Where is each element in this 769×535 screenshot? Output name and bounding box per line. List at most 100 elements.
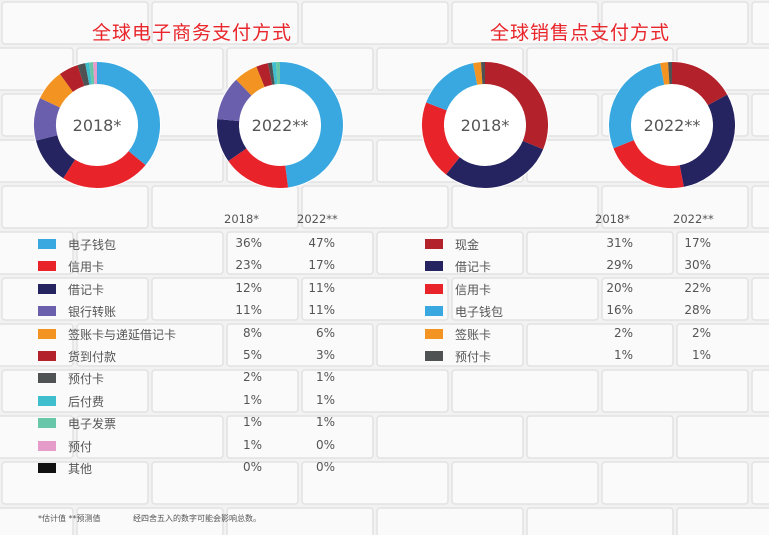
donut-ecommerce-2022: 2022** <box>216 61 344 189</box>
donut-slice-6 <box>77 63 90 87</box>
legend-row: 电子钱包 36% 47% <box>38 236 350 252</box>
legend-row: 借记卡 12% 11% <box>38 281 350 297</box>
value-2018: 0% <box>242 460 262 474</box>
legend-swatch <box>38 306 56 317</box>
legend-swatch <box>38 395 56 406</box>
value-2022: 1% <box>315 392 335 407</box>
legend-swatch <box>425 328 443 339</box>
legend-label: 预付卡 <box>68 372 105 387</box>
legend-swatch <box>38 283 56 294</box>
legend-swatch <box>38 418 56 429</box>
value-2022: 47% <box>308 236 335 250</box>
legend-label: 信用卡 <box>455 282 492 297</box>
legend-label: 预付卡 <box>455 350 492 364</box>
donut-slice-0 <box>484 62 548 150</box>
donut-slice-4 <box>473 62 483 85</box>
legend-swatch <box>425 283 443 294</box>
value-2022: 30% <box>684 258 711 273</box>
value-2018: 5% <box>242 348 262 362</box>
donut-slice-4 <box>660 62 670 85</box>
legend-label: 预付 <box>68 439 93 454</box>
legend-row: 货到付款 5% 3% <box>38 348 350 364</box>
donut-slice-3 <box>217 79 252 122</box>
legend-swatch <box>425 261 443 272</box>
value-2018: 1% <box>242 437 262 452</box>
legend-row: 电子钱包 16% 28% <box>425 303 726 319</box>
value-2018: 23% <box>235 258 262 273</box>
column-header-2022: 2022** <box>297 212 338 226</box>
legend-row: 银行转账 11% 11% <box>38 303 350 319</box>
legend-label: 后付费 <box>68 394 105 409</box>
value-2022: 17% <box>684 236 711 250</box>
legend-label: 货到付款 <box>68 350 117 364</box>
legend-swatch <box>425 351 443 361</box>
legend-swatch <box>38 373 56 384</box>
legend-label: 借记卡 <box>455 260 492 275</box>
legend-label: 借记卡 <box>68 282 105 297</box>
legend-label: 签账卡与递延借记卡 <box>68 327 177 342</box>
legend-row: 签账卡与递延借记卡 8% 6% <box>38 326 350 342</box>
legend-label: 电子发票 <box>68 417 117 432</box>
donut-center-year-label: 2018* <box>461 116 510 135</box>
value-2018: 1% <box>613 348 633 362</box>
legend-ecommerce: 2018* 2022** 电子钱包 36% 47% 信用卡 23% 17% 借记卡 12% 11% 银… <box>38 212 358 482</box>
legend-swatch <box>425 306 443 317</box>
chart-title-ecommerce: 全球电子商务支付方式 <box>92 22 293 44</box>
legend-swatch <box>38 328 56 339</box>
value-2018: 16% <box>606 303 633 318</box>
legend-label: 其他 <box>68 462 93 476</box>
donut-slice-3 <box>426 63 478 111</box>
donut-slice-5 <box>59 65 85 93</box>
legend-row: 信用卡 20% 22% <box>425 281 726 297</box>
legend-swatch <box>38 239 56 249</box>
legend-swatch <box>38 440 56 451</box>
value-2018: 29% <box>606 258 633 273</box>
donut-slice-1 <box>446 140 544 188</box>
legend-row: 其他 0% 0% <box>38 460 350 476</box>
legend-row: 后付费 1% 1% <box>38 393 350 409</box>
donut-slice-0 <box>671 62 728 106</box>
legend-row: 预付卡 2% 1% <box>38 370 350 386</box>
donut-center-year-label: 2022** <box>252 116 309 135</box>
donut-slice-5 <box>256 63 273 88</box>
donut-slice-0 <box>279 62 343 188</box>
column-header-2018: 2018* <box>224 212 260 226</box>
value-2022: 28% <box>684 303 711 318</box>
value-2018: 8% <box>242 325 262 340</box>
legend-row: 借记卡 29% 30% <box>425 258 726 274</box>
donut-slice-2 <box>217 118 247 162</box>
value-2022: 17% <box>308 258 335 273</box>
donut-slice-2 <box>35 134 76 179</box>
footnote-estimates: *估计值 **预测值 <box>38 514 101 523</box>
donut-slice-1 <box>63 150 146 188</box>
legend-row: 签账卡 2% 2% <box>425 326 726 342</box>
legend-row: 信用卡 23% 17% <box>38 258 350 274</box>
donut-slice-3 <box>609 63 665 149</box>
donut-center-year-label: 2018* <box>73 116 122 135</box>
value-2018: 31% <box>606 236 633 250</box>
legend-label: 签账卡 <box>455 327 492 342</box>
value-2022: 1% <box>315 415 335 430</box>
donut-center-year-label: 2022** <box>644 116 701 135</box>
legend-label: 银行转账 <box>68 305 117 320</box>
donut-slice-4 <box>236 66 266 96</box>
legend-swatch <box>425 239 443 249</box>
value-2022: 11% <box>308 280 335 295</box>
value-2018: 36% <box>235 236 262 250</box>
donut-slice-1 <box>679 94 735 187</box>
legend-pos: 2018* 2022** 现金 31% 17% 借记卡 29% 30% 信用卡 20% 22% 电子钱… <box>425 212 735 372</box>
legend-swatch <box>38 463 56 473</box>
chart-title-pos: 全球销售点支付方式 <box>490 22 671 44</box>
value-2022: 1% <box>315 370 335 385</box>
legend-label: 电子钱包 <box>455 305 504 320</box>
value-2022: 22% <box>684 280 711 295</box>
value-2018: 20% <box>606 280 633 295</box>
legend-swatch <box>38 261 56 272</box>
value-2018: 12% <box>235 280 262 295</box>
donut-slice-1 <box>228 148 289 188</box>
donut-slice-2 <box>422 102 461 175</box>
legend-row: 预付卡 1% 1% <box>425 348 726 364</box>
value-2022: 1% <box>691 348 711 362</box>
value-2018: 11% <box>235 303 262 318</box>
